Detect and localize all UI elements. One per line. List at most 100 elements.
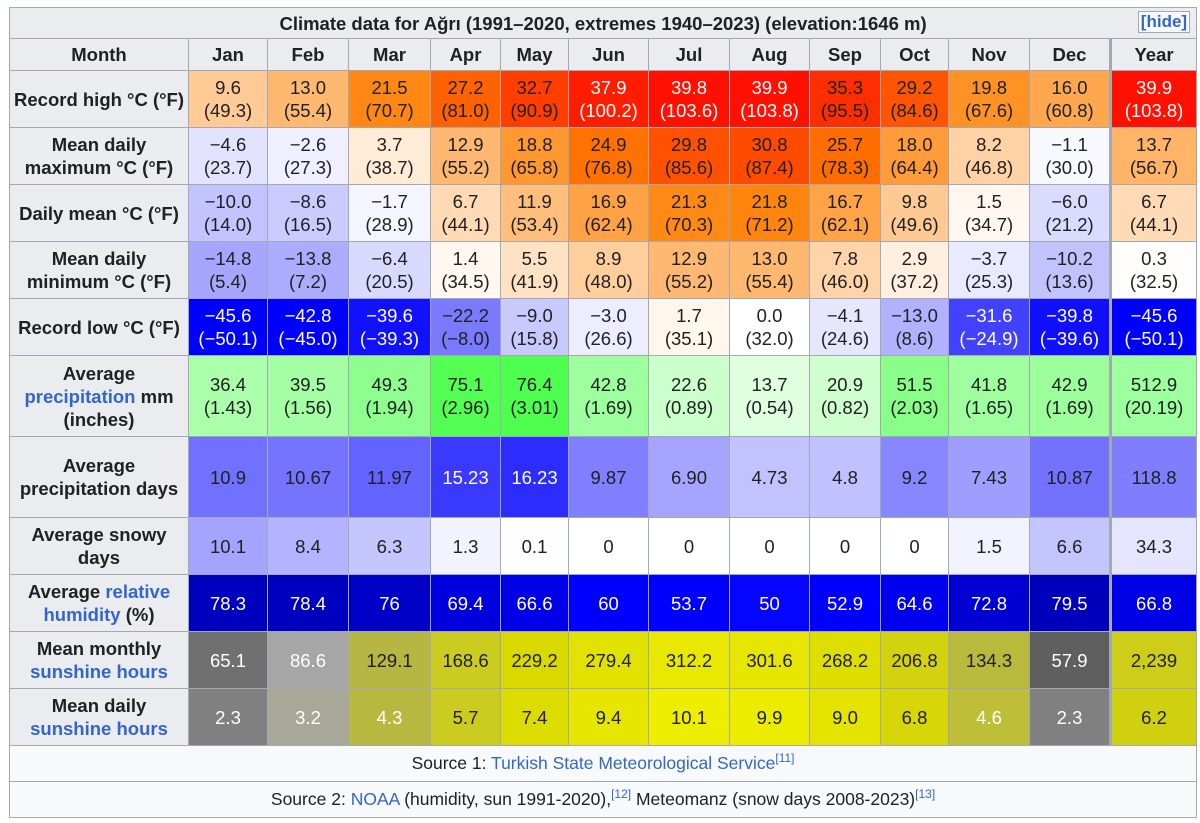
cell-value: 37.9 [590, 77, 627, 98]
column-header: Nov [948, 38, 1030, 71]
column-header: Apr [430, 38, 501, 71]
data-cell: −6.0 (21.2) [1029, 184, 1111, 242]
cell-value: 6.7 [1141, 191, 1167, 212]
row-label: Daily mean °C (°F) [9, 184, 189, 242]
data-cell: −45.6 (−50.1) [1108, 298, 1198, 356]
data-cell: −9.0 (15.8) [500, 298, 569, 356]
cell-value: 0 [839, 535, 851, 557]
cell-value: 1.7 [676, 305, 702, 326]
data-cell: −42.8 (−45.0) [267, 298, 349, 356]
source-link[interactable]: [11] [775, 751, 795, 765]
cell-value: 19.8 [970, 77, 1007, 98]
cell-value-imperial: (13.6) [1045, 271, 1094, 292]
cell-value: 10.87 [1046, 466, 1093, 488]
column-header: Month [9, 38, 189, 71]
data-cell: 0 [809, 517, 881, 575]
hide-link[interactable]: [hide] [1137, 11, 1191, 33]
cell-value: 76 [379, 592, 400, 614]
source-link[interactable]: [13] [915, 787, 936, 801]
row-label-text: Mean daily maximum °C (°F) [24, 134, 174, 178]
cell-value-imperial: (85.6) [664, 157, 714, 178]
cell-value: 24.9 [590, 134, 627, 155]
data-cell: 0.0 (32.0) [729, 298, 810, 356]
data-cell: 86.6 [267, 631, 349, 689]
cell-value: 0.3 [1141, 248, 1167, 269]
data-cell: 64.6 [880, 574, 949, 632]
cell-value: 3.7 [376, 134, 403, 155]
cell-value: 7.4 [521, 706, 548, 728]
cell-value: −9.0 [516, 305, 553, 326]
data-cell: 50 [729, 574, 810, 632]
cell-value: 206.8 [891, 649, 938, 671]
cell-value: 27.2 [447, 77, 484, 98]
cell-value: 2,239 [1130, 649, 1178, 671]
cell-value: 65.1 [209, 649, 246, 671]
data-cell: 134.3 [948, 631, 1030, 689]
source-link[interactable]: Turkish State Meteorological Service [491, 753, 776, 773]
data-cell: −10.0 (14.0) [188, 184, 268, 242]
row-label: Average precipitation mm (inches) [9, 355, 189, 437]
cell-value-imperial: (26.6) [584, 328, 633, 349]
cell-value: 6.7 [452, 191, 479, 212]
cell-value: −1.1 [1051, 134, 1088, 155]
row-label-link[interactable]: precipitation [24, 385, 136, 407]
data-cell: 10.9 [188, 436, 268, 518]
cell-value: 4.3 [376, 706, 403, 728]
data-cell: 79.5 [1029, 574, 1111, 632]
cell-value: 11.9 [517, 191, 552, 212]
data-cell: 42.8 (1.69) [568, 355, 649, 437]
source-link[interactable]: NOAA [350, 789, 400, 809]
row-label-text: Mean monthly [36, 638, 162, 659]
data-cell: 4.3 [348, 688, 431, 746]
data-row: Mean daily minimum °C (°F) −14.8 (5.4) −13.… [9, 241, 1198, 299]
data-cell: −10.2 (13.6) [1029, 241, 1111, 299]
row-label-link[interactable]: sunshine hours [30, 718, 168, 739]
row-label-text: Average [27, 581, 106, 602]
cell-value-imperial: (76.8) [584, 157, 633, 178]
cell-value: 229.2 [511, 649, 558, 671]
cell-value-imperial: (5.4) [208, 271, 248, 292]
cell-value-imperial: (46.8) [964, 157, 1014, 178]
row-label-text: (%) [120, 604, 155, 625]
data-cell: 6.3 [348, 517, 431, 575]
row-label-text: mm (inches) [63, 385, 174, 430]
cell-value: −10.0 [204, 191, 252, 212]
data-cell: 5.5 (41.9) [500, 241, 569, 299]
climate-box: Climate data for Ağrı (1991–2020, extrem… [8, 7, 1198, 818]
data-cell: 37.9 (100.2) [568, 70, 649, 128]
source-link[interactable]: [12] [611, 787, 632, 801]
data-cell: 2.9 (37.2) [880, 241, 949, 299]
data-cell: 78.4 [267, 574, 349, 632]
source-text: Source 2: [270, 789, 351, 809]
cell-value-imperial: (65.8) [510, 157, 559, 178]
column-header: Year [1108, 38, 1198, 71]
cell-value: 1.3 [452, 535, 479, 557]
data-cell: 30.8 (87.4) [729, 127, 810, 185]
cell-value: 39.9 [1136, 77, 1173, 98]
cell-value-imperial: (0.54) [745, 397, 794, 418]
cell-value: −45.6 [1130, 305, 1178, 326]
data-cell: 1.3 [430, 517, 501, 575]
cell-value: 16.9 [590, 191, 627, 212]
row-label-link[interactable]: relative humidity [43, 581, 171, 625]
data-cell: 21.5 (70.7) [348, 70, 431, 128]
row-label-link[interactable]: sunshine hours [30, 661, 168, 682]
column-header: Mar [348, 38, 431, 71]
data-cell: 6.8 [880, 688, 949, 746]
data-cell: 8.9 (48.0) [568, 241, 649, 299]
row-label: Average precipitation days [9, 436, 189, 518]
cell-value: 9.9 [756, 706, 783, 728]
cell-value-imperial: (28.9) [365, 214, 414, 235]
cell-value: 53.7 [670, 592, 707, 614]
cell-value-imperial: (1.94) [365, 397, 414, 418]
source-cell: Source 1: Turkish State Meteorological S… [8, 745, 1198, 782]
data-cell: 7.43 [948, 436, 1030, 518]
cell-value: 78.4 [289, 592, 326, 614]
data-cell: 5.7 [430, 688, 501, 746]
data-cell: −3.0 (26.6) [568, 298, 649, 356]
data-cell: 34.3 [1108, 517, 1198, 575]
data-cell: 16.0 (60.8) [1029, 70, 1111, 128]
data-cell: 8.2 (46.8) [948, 127, 1030, 185]
cell-value: 12.9 [447, 134, 484, 155]
cell-value: 0 [683, 535, 695, 557]
